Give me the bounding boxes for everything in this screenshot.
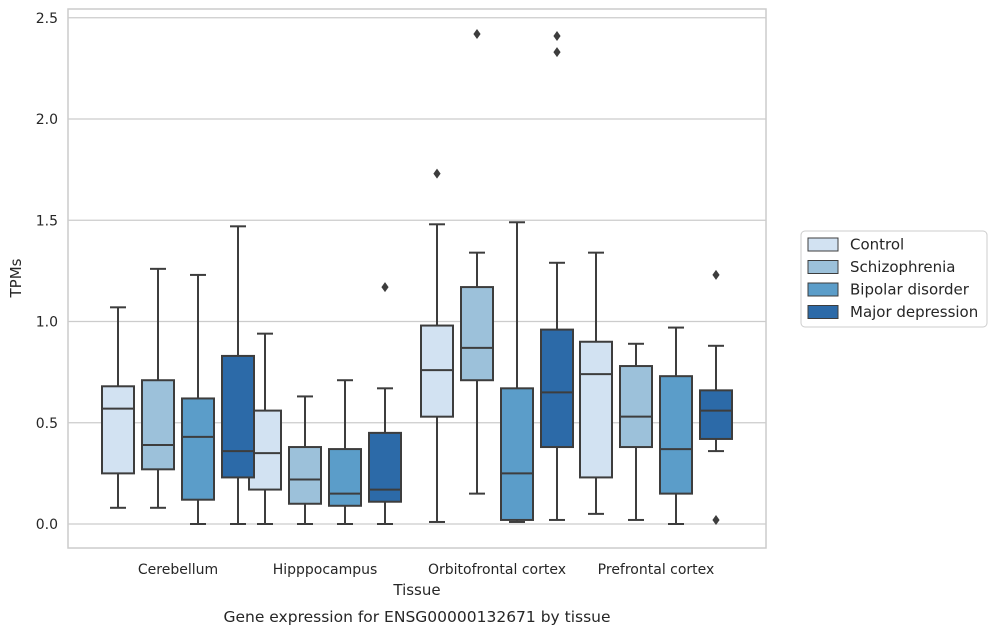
box-series bbox=[101, 28, 733, 525]
chart-caption: Gene expression for ENSG00000132671 by t… bbox=[223, 608, 610, 626]
box-iqr bbox=[221, 354, 255, 479]
box-iqr bbox=[619, 365, 653, 449]
x-tick-label: Cerebellum bbox=[138, 562, 218, 578]
box-schizophrenia bbox=[141, 267, 175, 509]
outlier-point bbox=[473, 28, 481, 39]
plot-frame bbox=[67, 8, 767, 549]
box-major-depression bbox=[699, 269, 733, 525]
box-iqr bbox=[699, 389, 733, 440]
legend: Control Schizophrenia Bipolar disorder Majo… bbox=[800, 230, 988, 328]
legend-swatch bbox=[807, 305, 839, 319]
y-tick-label: 1.5 bbox=[36, 213, 58, 229]
box-iqr bbox=[540, 328, 574, 449]
x-tick-label: Prefrontal cortex bbox=[598, 562, 715, 578]
box-iqr bbox=[460, 286, 494, 382]
box-iqr bbox=[500, 387, 534, 521]
box-schizophrenia bbox=[619, 342, 653, 521]
outlier-point bbox=[712, 514, 720, 525]
box-iqr bbox=[181, 397, 215, 501]
box-control bbox=[101, 306, 135, 509]
box-iqr bbox=[579, 340, 613, 479]
outlier-point bbox=[433, 168, 441, 179]
box-bipolar-disorder bbox=[659, 326, 693, 525]
box-iqr bbox=[328, 448, 362, 507]
outlier-point bbox=[381, 282, 389, 293]
box-major-depression bbox=[368, 282, 402, 525]
legend-label: Schizophrenia bbox=[850, 258, 955, 276]
box-iqr bbox=[420, 324, 454, 418]
legend-label: Bipolar disorder bbox=[850, 281, 970, 299]
legend-swatch bbox=[807, 237, 839, 252]
x-tick-label: Orbitofrontal cortex bbox=[428, 562, 566, 578]
outlier-point bbox=[712, 269, 720, 280]
y-tick-label: 1.0 bbox=[36, 315, 58, 331]
x-axis-ticks: Cerebellum Hipppocampus Orbitofrontal cort… bbox=[138, 562, 714, 578]
box-schizophrenia bbox=[460, 28, 494, 495]
box-bipolar-disorder bbox=[328, 379, 362, 525]
box-bipolar-disorder bbox=[500, 221, 534, 523]
y-tick-label: 0.0 bbox=[36, 517, 58, 533]
y-axis-label: TPMs bbox=[7, 258, 25, 298]
box-iqr bbox=[141, 379, 175, 471]
box-iqr bbox=[659, 375, 693, 495]
y-axis-ticks: 0.0 0.5 1.0 1.5 2.0 2.5 bbox=[36, 11, 58, 533]
legend-swatch bbox=[807, 260, 839, 274]
y-tick-label: 0.5 bbox=[36, 416, 58, 432]
legend-swatch bbox=[807, 282, 839, 297]
box-iqr bbox=[288, 446, 322, 505]
x-axis-label: Tissue bbox=[392, 581, 440, 599]
box-control bbox=[420, 168, 454, 523]
x-tick-label: Hipppocampus bbox=[273, 562, 378, 578]
outlier-point bbox=[553, 30, 561, 41]
legend-label: Major depression bbox=[850, 303, 978, 321]
box-control bbox=[579, 251, 613, 515]
y-tick-label: 2.5 bbox=[36, 11, 58, 27]
box-iqr bbox=[368, 431, 402, 503]
box-major-depression bbox=[540, 30, 574, 521]
box-iqr bbox=[101, 385, 135, 475]
legend-label: Control bbox=[850, 236, 904, 254]
legend-frame bbox=[800, 230, 988, 328]
outlier-point bbox=[553, 47, 561, 58]
y-tick-label: 2.0 bbox=[36, 112, 58, 128]
box-bipolar-disorder bbox=[181, 273, 215, 525]
box-major-depression bbox=[221, 225, 255, 525]
box-schizophrenia bbox=[288, 395, 322, 525]
